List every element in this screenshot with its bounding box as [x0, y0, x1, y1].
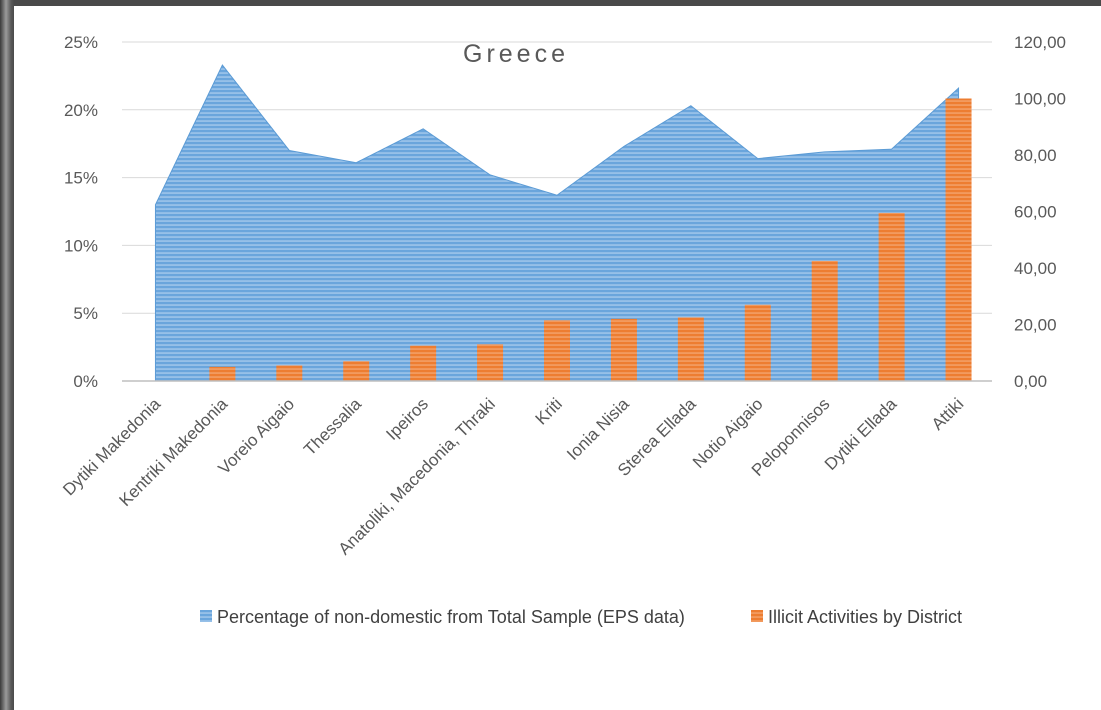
legend-label-bar: Illicit Activities by District — [768, 607, 962, 627]
x-tick-label: Kriti — [532, 394, 566, 428]
right-tick-label: 120,00 — [1014, 33, 1066, 52]
right-tick-label: 100,00 — [1014, 90, 1066, 109]
legend-swatch-area — [200, 610, 212, 622]
x-tick-label: Thessalia — [300, 394, 365, 459]
bar-series — [209, 98, 972, 381]
bar-ionia-nisia — [610, 318, 637, 381]
left-tick-label: 25% — [64, 33, 98, 52]
bar-kentriki-makedonia — [209, 366, 236, 381]
bar-dytiki-ellada — [878, 212, 905, 381]
x-tick-label: Attiki — [928, 394, 967, 433]
legend: Percentage of non-domestic from Total Sa… — [200, 607, 962, 627]
area-series — [154, 64, 960, 382]
bar-thessalia — [343, 361, 370, 381]
right-tick-label: 40,00 — [1014, 259, 1057, 278]
right-tick-label: 80,00 — [1014, 146, 1057, 165]
chart-svg: 0% 5% 10% 15% 20% 25% 0,00 20,00 40,00 60,00 80,0… — [59, 33, 1066, 627]
right-axis: 0,00 20,00 40,00 60,00 80,00 100,00 120,00 — [1014, 33, 1066, 391]
chart-panel: 0% 5% 10% 15% 20% 25% 0,00 20,00 40,00 60,00 80,0… — [14, 6, 1101, 710]
bar-peloponnisos — [811, 260, 838, 381]
bar-notio-aigaio — [744, 304, 771, 381]
bar-attiki — [945, 98, 972, 381]
x-tick-label: Ipeiros — [382, 394, 432, 444]
left-tick-label: 0% — [73, 372, 98, 391]
bar-voreio-aigaio — [276, 365, 303, 381]
chart-title: Greece — [463, 40, 569, 68]
left-tick-label: 5% — [73, 304, 98, 323]
left-tick-label: 20% — [64, 101, 98, 120]
right-tick-label: 60,00 — [1014, 203, 1057, 222]
right-tick-label: 0,00 — [1014, 372, 1047, 391]
legend-swatch-bar — [751, 610, 763, 622]
area-series-path — [154, 64, 960, 382]
bar-kriti — [544, 320, 570, 381]
right-tick-label: 20,00 — [1014, 316, 1057, 335]
bar-ipeiros — [410, 345, 437, 381]
left-axis: 0% 5% 10% 15% 20% 25% — [64, 33, 98, 391]
legend-label-area: Percentage of non-domestic from Total Sa… — [217, 607, 685, 627]
bar-sterea-ellada — [677, 317, 704, 381]
x-tick-label: Dytiki Ellada — [821, 394, 901, 474]
left-tick-label: 15% — [64, 169, 98, 188]
left-tick-label: 10% — [64, 236, 98, 255]
x-tick-label: Ionia Nisia — [563, 394, 633, 464]
bar-anatoliki-macedonia-thraki — [477, 344, 504, 381]
